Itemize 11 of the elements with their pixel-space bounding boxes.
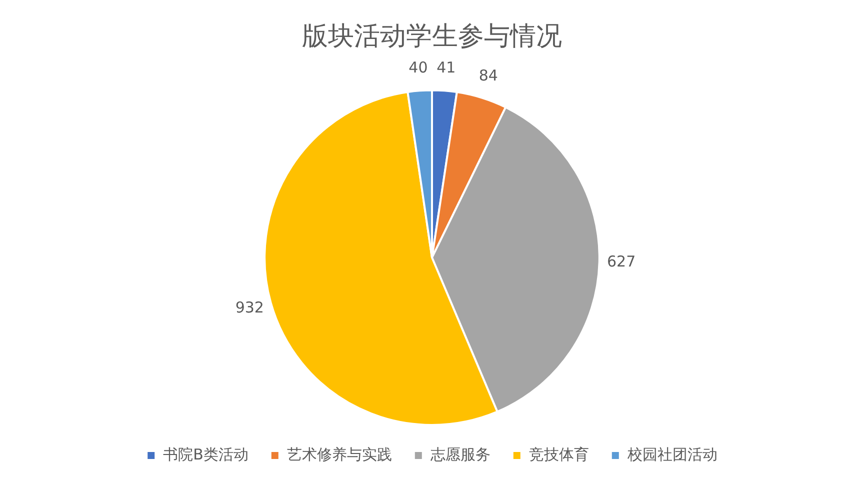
- data-label: 40: [408, 58, 428, 77]
- legend-label: 书院B类活动: [163, 445, 248, 464]
- legend-label: 校园社团活动: [626, 445, 718, 464]
- legend-label: 艺术修养与实践: [286, 445, 392, 464]
- data-label: 932: [235, 298, 264, 317]
- legend-label: 竞技体育: [528, 445, 589, 464]
- legend-label: 志愿服务: [430, 445, 490, 464]
- data-label: 84: [478, 66, 498, 85]
- data-label: 41: [436, 58, 456, 77]
- chart-title: 版块活动学生参与情况: [302, 21, 562, 52]
- data-label: 627: [607, 252, 636, 271]
